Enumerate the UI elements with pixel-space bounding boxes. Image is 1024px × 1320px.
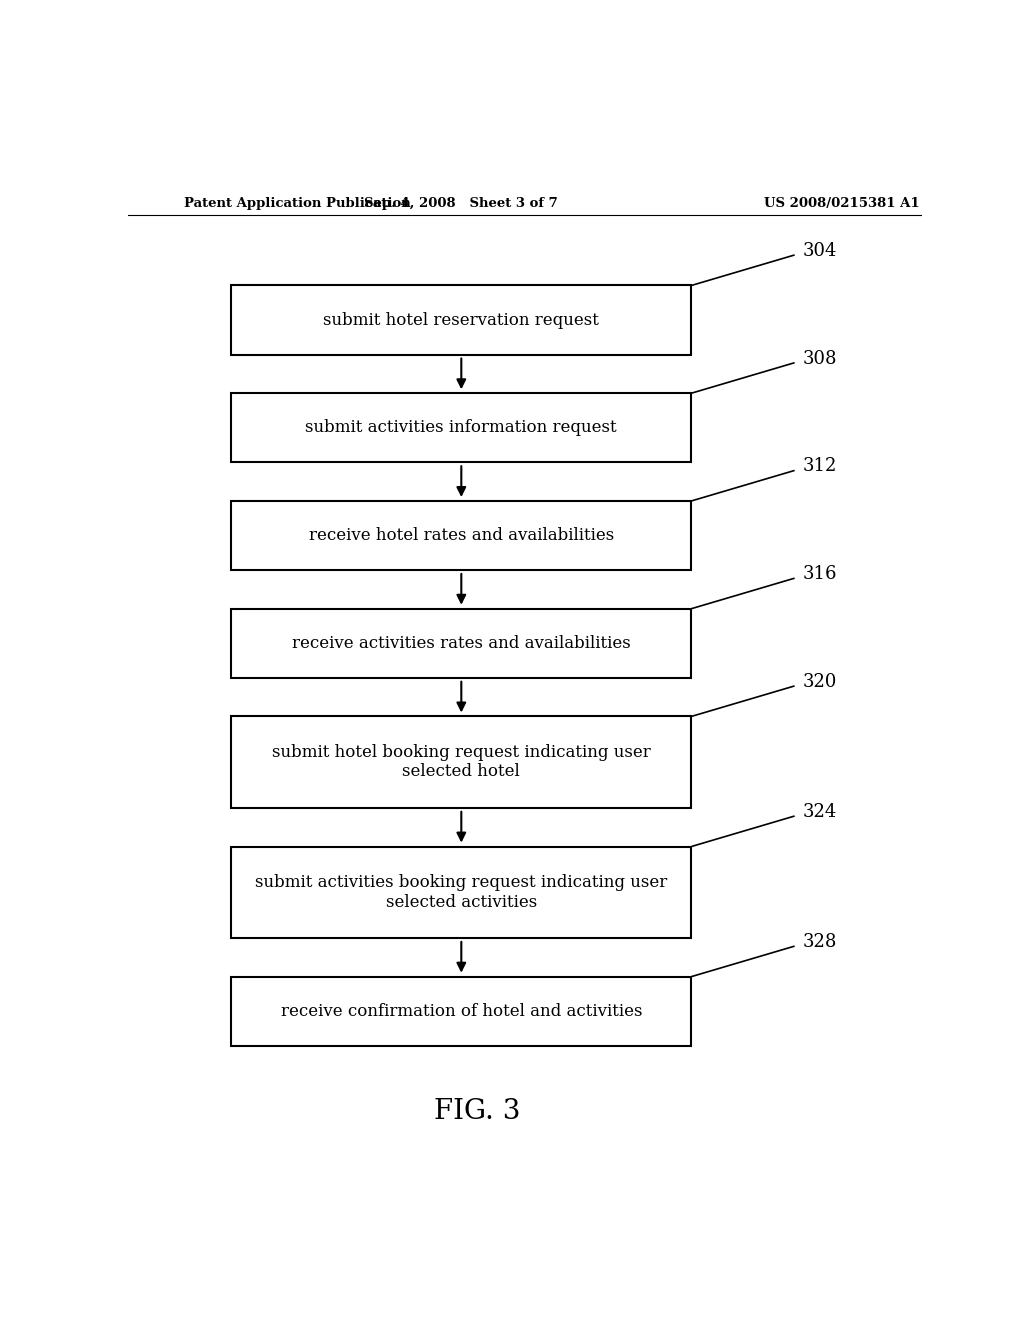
Text: Patent Application Publication: Patent Application Publication <box>183 197 411 210</box>
Text: Sep. 4, 2008   Sheet 3 of 7: Sep. 4, 2008 Sheet 3 of 7 <box>365 197 558 210</box>
Text: 320: 320 <box>803 673 837 690</box>
Text: 328: 328 <box>803 933 837 950</box>
Text: receive hotel rates and availabilities: receive hotel rates and availabilities <box>308 527 614 544</box>
Text: 316: 316 <box>803 565 837 583</box>
Bar <box>231 500 691 570</box>
Text: FIG. 3: FIG. 3 <box>434 1098 520 1125</box>
Bar <box>231 717 691 808</box>
Text: submit activities information request: submit activities information request <box>305 420 617 436</box>
Text: submit hotel booking request indicating user
selected hotel: submit hotel booking request indicating … <box>272 744 650 780</box>
Text: submit hotel reservation request: submit hotel reservation request <box>324 312 599 329</box>
Bar <box>231 393 691 462</box>
Text: 312: 312 <box>803 457 837 475</box>
Bar <box>231 846 691 939</box>
Text: 304: 304 <box>803 242 837 260</box>
Bar <box>231 285 691 355</box>
Bar <box>231 609 691 677</box>
Bar <box>231 977 691 1045</box>
Text: 324: 324 <box>803 803 837 821</box>
Text: receive confirmation of hotel and activities: receive confirmation of hotel and activi… <box>281 1003 642 1019</box>
Text: receive activities rates and availabilities: receive activities rates and availabilit… <box>292 635 631 652</box>
Text: 308: 308 <box>803 350 837 368</box>
Text: submit activities booking request indicating user
selected activities: submit activities booking request indica… <box>255 874 668 911</box>
Text: US 2008/0215381 A1: US 2008/0215381 A1 <box>765 197 920 210</box>
